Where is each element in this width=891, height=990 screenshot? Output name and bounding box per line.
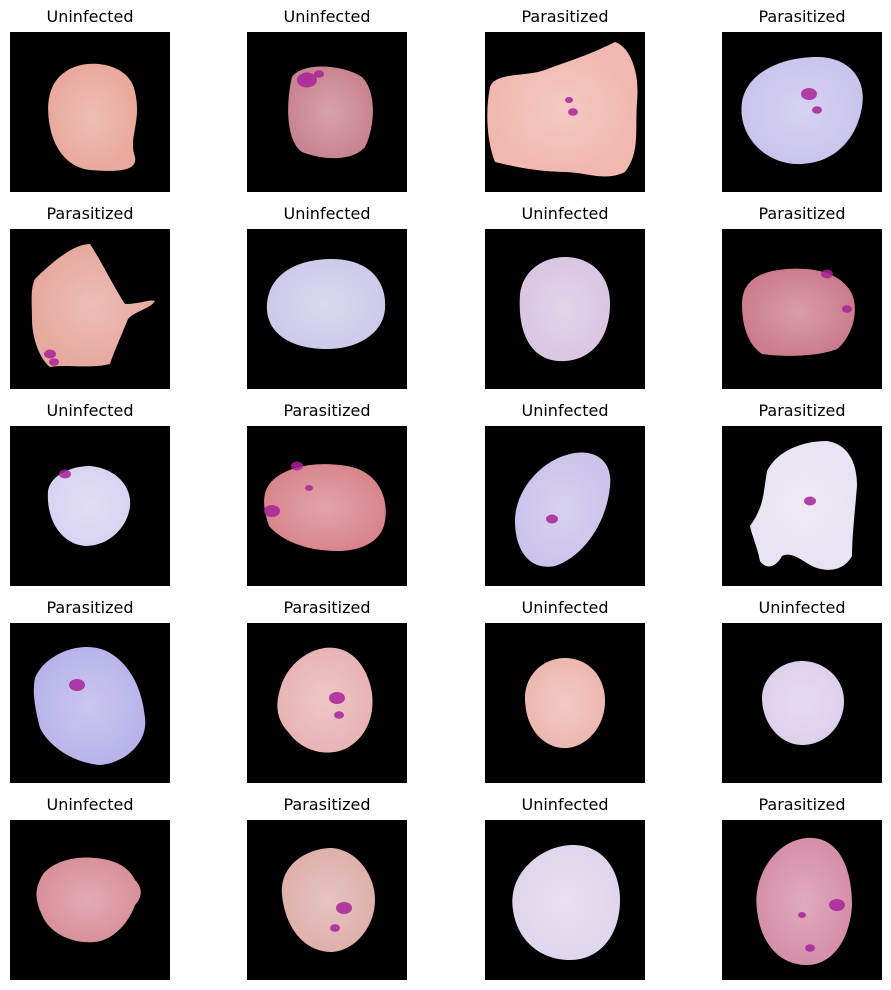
parasite-stain	[59, 469, 71, 479]
cell-micrograph	[485, 623, 645, 783]
cell-image	[722, 32, 882, 192]
panel-title: Parasitized	[758, 204, 846, 223]
panel-title: Uninfected	[46, 7, 134, 26]
parasite-stain	[334, 711, 344, 719]
cell-micrograph	[247, 820, 407, 980]
cell-image	[722, 426, 882, 586]
parasite-stain	[49, 358, 59, 366]
panel-title: Uninfected	[521, 204, 609, 223]
parasite-stain	[801, 88, 817, 100]
parasite-stain	[297, 72, 317, 88]
panel-title: Uninfected	[283, 7, 371, 26]
parasite-stain	[69, 679, 85, 691]
cell-micrograph	[10, 32, 170, 192]
cell-micrograph	[485, 229, 645, 389]
panel-title: Uninfected	[521, 598, 609, 617]
cell-micrograph	[247, 229, 407, 389]
cell-image	[485, 820, 645, 980]
cell-micrograph	[722, 623, 882, 783]
panel-title: Parasitized	[758, 795, 846, 814]
panel-title: Uninfected	[46, 795, 134, 814]
parasite-stain	[565, 97, 573, 103]
cell-micrograph	[722, 32, 882, 192]
parasite-stain	[329, 692, 345, 704]
cell-micrograph	[247, 623, 407, 783]
cell-micrograph	[247, 426, 407, 586]
cell-micrograph	[10, 229, 170, 389]
parasite-stain	[804, 496, 816, 506]
parasite-stain	[264, 505, 280, 517]
cell-image	[10, 32, 170, 192]
cell-image	[10, 820, 170, 980]
cell-micrograph	[10, 820, 170, 980]
cell-micrograph	[485, 820, 645, 980]
cell-micrograph	[722, 426, 882, 586]
cell-image	[10, 426, 170, 586]
cell-image	[247, 623, 407, 783]
cell-image	[722, 623, 882, 783]
parasite-stain	[330, 924, 340, 932]
cell-image	[485, 32, 645, 192]
panel-title: Parasitized	[283, 598, 371, 617]
panel-title: Uninfected	[283, 204, 371, 223]
cell-image	[247, 820, 407, 980]
cell-micrograph	[722, 229, 882, 389]
parasite-stain	[568, 108, 578, 116]
parasite-stain	[291, 461, 303, 471]
cell-image	[247, 426, 407, 586]
panel-title: Parasitized	[758, 7, 846, 26]
parasite-stain	[314, 70, 324, 78]
cell-image	[247, 229, 407, 389]
parasite-stain	[842, 305, 852, 313]
parasite-stain	[812, 106, 822, 114]
cell-micrograph	[10, 623, 170, 783]
parasite-stain	[821, 269, 833, 279]
parasite-stain	[798, 912, 806, 918]
cell-image	[722, 820, 882, 980]
parasite-stain	[336, 902, 352, 914]
parasite-stain	[546, 514, 558, 524]
parasite-stain	[44, 349, 56, 359]
cell-micrograph	[485, 32, 645, 192]
cell-micrograph	[485, 426, 645, 586]
cell-micrograph	[247, 32, 407, 192]
panel-title: Uninfected	[521, 401, 609, 420]
parasite-stain	[805, 944, 815, 952]
cell-image	[485, 229, 645, 389]
panel-title: Uninfected	[46, 401, 134, 420]
panel-title: Parasitized	[46, 598, 134, 617]
parasite-stain	[305, 485, 313, 491]
cell-image	[485, 623, 645, 783]
panel-title: Uninfected	[521, 795, 609, 814]
cell-image	[722, 229, 882, 389]
cell-micrograph	[722, 820, 882, 980]
parasite-stain	[829, 899, 845, 911]
panel-title: Uninfected	[758, 598, 846, 617]
cell-image	[10, 229, 170, 389]
panel-title: Parasitized	[46, 204, 134, 223]
panel-title: Parasitized	[283, 795, 371, 814]
panel-title: Parasitized	[283, 401, 371, 420]
panel-title: Parasitized	[521, 7, 609, 26]
panel-title: Parasitized	[758, 401, 846, 420]
cell-micrograph	[10, 426, 170, 586]
cell-image	[247, 32, 407, 192]
cell-image	[10, 623, 170, 783]
cell-image	[485, 426, 645, 586]
